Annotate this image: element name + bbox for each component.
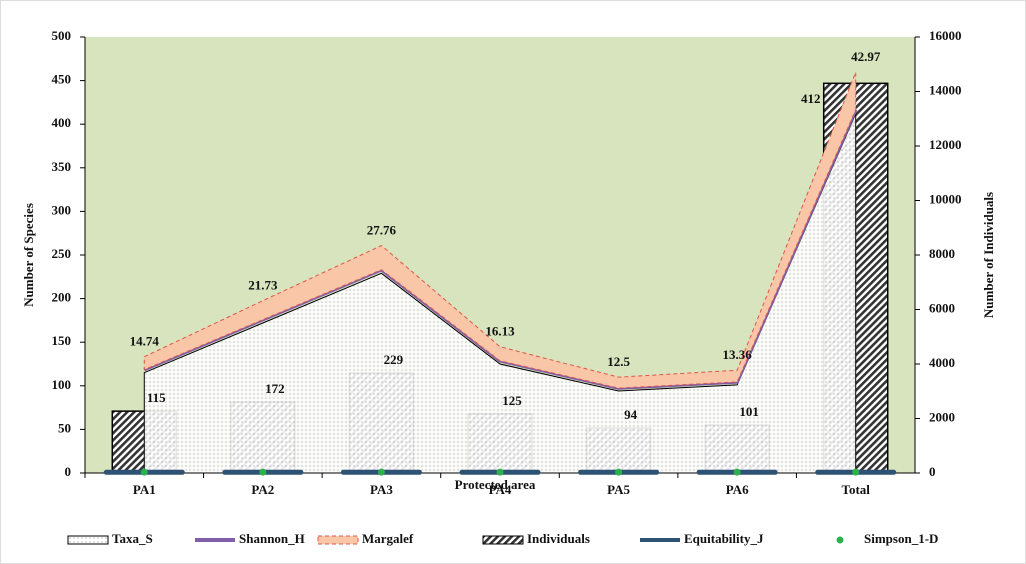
x-tick-label: PA1 xyxy=(133,482,156,497)
data-label: 14.74 xyxy=(130,334,160,349)
y-tick-label: 500 xyxy=(52,28,72,43)
y-tick-label: 50 xyxy=(58,420,71,435)
y-tick-label: 200 xyxy=(52,290,72,305)
point xyxy=(496,468,504,476)
point xyxy=(615,468,623,476)
y-tick-label: 100 xyxy=(52,377,72,392)
data-label: 229 xyxy=(384,352,404,367)
point xyxy=(259,468,267,476)
y-tick-label: 0 xyxy=(65,464,72,479)
x-tick-label: PA5 xyxy=(607,482,630,497)
legend-swatch xyxy=(67,535,109,545)
legend-swatch xyxy=(482,535,524,545)
legend-label: Equitability_J xyxy=(684,531,764,546)
y2-tick-label: 0 xyxy=(929,464,936,479)
x-tick-label: PA4 xyxy=(489,482,512,497)
legend-label: Taxa_S xyxy=(112,531,153,546)
data-label: 172 xyxy=(265,381,285,396)
y-tick-label: 150 xyxy=(52,333,72,348)
data-label: 125 xyxy=(502,393,522,408)
y2-tick-label: 8000 xyxy=(929,246,955,261)
legend-label: Shannon_H xyxy=(239,531,305,546)
point xyxy=(377,468,385,476)
y2-tick-label: 6000 xyxy=(929,300,955,315)
x-tick-label: PA6 xyxy=(726,482,749,497)
y2-tick-label: 4000 xyxy=(929,355,955,370)
data-label: 94 xyxy=(624,407,638,422)
y2-tick-label: 2000 xyxy=(929,409,955,424)
y2-axis-title: Number of Individuals xyxy=(981,192,996,318)
data-label: 21.73 xyxy=(248,278,278,293)
y-tick-label: 400 xyxy=(52,115,72,130)
x-tick-label: PA3 xyxy=(370,482,393,497)
data-label: 412 xyxy=(801,91,821,106)
y-tick-label: 300 xyxy=(52,202,72,217)
legend-swatch xyxy=(317,535,359,545)
data-label: 115 xyxy=(147,390,166,405)
y-tick-label: 450 xyxy=(52,72,72,87)
y-axis-title: Number of Species xyxy=(21,203,36,307)
y-tick-label: 250 xyxy=(52,246,72,261)
point xyxy=(140,468,148,476)
x-axis-title: Protected area xyxy=(455,477,536,492)
legend-label: Margalef xyxy=(362,531,414,546)
data-label: 12.5 xyxy=(607,354,630,369)
data-label: 42.97 xyxy=(851,49,881,64)
data-label: 16.13 xyxy=(485,324,515,339)
data-label: 27.76 xyxy=(367,223,397,238)
data-label: 13.36 xyxy=(723,347,753,362)
x-tick-label: Total xyxy=(842,482,871,497)
y2-tick-label: 16000 xyxy=(929,28,962,43)
legend-label: Individuals xyxy=(527,531,590,546)
y-tick-label: 350 xyxy=(52,159,72,174)
legend-swatch xyxy=(836,536,844,544)
point xyxy=(852,468,860,476)
point xyxy=(733,468,741,476)
y2-tick-label: 10000 xyxy=(929,191,962,206)
legend-label: Simpson_1-D xyxy=(864,531,938,546)
y2-tick-label: 14000 xyxy=(929,82,962,97)
y2-tick-label: 12000 xyxy=(929,137,962,152)
area xyxy=(143,72,857,389)
data-label: 101 xyxy=(739,404,759,419)
x-tick-label: PA2 xyxy=(251,482,274,497)
